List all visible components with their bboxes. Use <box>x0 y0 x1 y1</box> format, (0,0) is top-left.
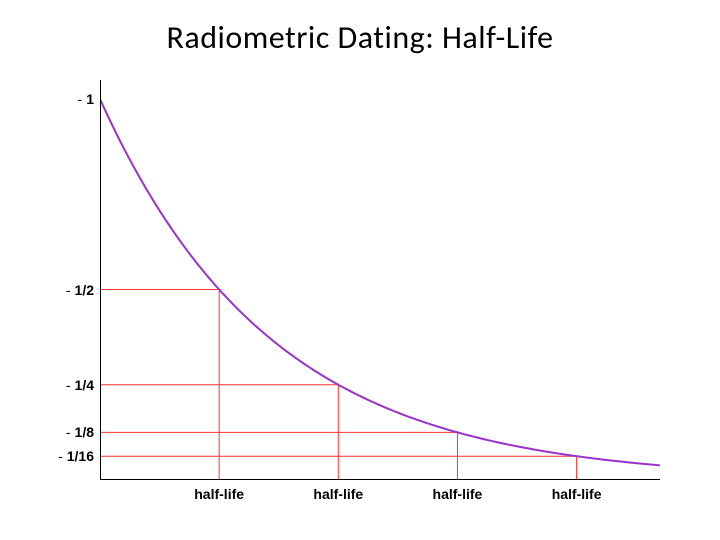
y-tick-text: 1/16 <box>67 448 94 464</box>
y-tick-label: -1/16 <box>58 448 100 464</box>
decay-curve <box>100 99 660 465</box>
decay-chart: -1-1/2-1/4-1/8-1/16half-lifehalf-lifehal… <box>100 80 660 480</box>
y-tick-label: -1/2 <box>66 282 100 298</box>
x-tick-label: half-life <box>313 480 363 502</box>
y-tick-text: 1/8 <box>75 424 94 440</box>
chart-svg <box>100 80 660 480</box>
y-tick-text: 1/2 <box>75 282 94 298</box>
page-title: Radiometric Dating: Half-Life <box>0 18 720 57</box>
y-tick-label: -1 <box>78 91 100 107</box>
x-tick-label: half-life <box>194 480 244 502</box>
y-tick-label: -1/8 <box>66 424 100 440</box>
x-tick-label: half-life <box>433 480 483 502</box>
y-tick-text: 1/4 <box>75 377 94 393</box>
y-tick-label: -1/4 <box>66 377 100 393</box>
x-tick-label: half-life <box>552 480 602 502</box>
y-tick-text: 1 <box>86 91 94 107</box>
